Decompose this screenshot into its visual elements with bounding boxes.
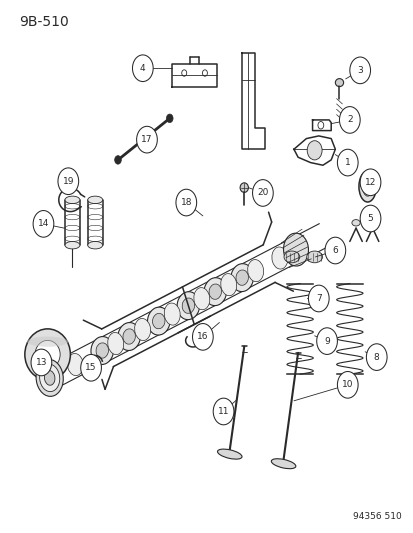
- Text: 1: 1: [344, 158, 350, 167]
- Circle shape: [359, 169, 380, 196]
- Ellipse shape: [283, 251, 299, 263]
- Ellipse shape: [271, 247, 287, 269]
- Text: 11: 11: [217, 407, 229, 416]
- Ellipse shape: [358, 171, 375, 202]
- Text: 20: 20: [256, 189, 268, 197]
- Ellipse shape: [91, 336, 113, 365]
- Circle shape: [58, 168, 78, 195]
- Circle shape: [324, 237, 345, 264]
- Text: 3: 3: [356, 66, 362, 75]
- Ellipse shape: [193, 288, 209, 310]
- Ellipse shape: [134, 318, 150, 341]
- Text: 18: 18: [180, 198, 192, 207]
- Circle shape: [359, 205, 380, 232]
- Ellipse shape: [351, 220, 359, 226]
- Text: 2: 2: [346, 116, 352, 124]
- Ellipse shape: [65, 196, 80, 204]
- Ellipse shape: [283, 233, 308, 266]
- Text: 15: 15: [85, 364, 97, 372]
- Text: 94356 510: 94356 510: [352, 512, 401, 521]
- Ellipse shape: [217, 449, 242, 459]
- Circle shape: [337, 149, 357, 176]
- Circle shape: [192, 324, 213, 350]
- Ellipse shape: [88, 241, 102, 249]
- Ellipse shape: [235, 270, 248, 285]
- Circle shape: [136, 126, 157, 153]
- Circle shape: [166, 114, 173, 123]
- Circle shape: [339, 107, 359, 133]
- Ellipse shape: [40, 364, 59, 392]
- Ellipse shape: [152, 313, 165, 329]
- Circle shape: [306, 141, 321, 160]
- Ellipse shape: [209, 284, 221, 300]
- Circle shape: [31, 349, 52, 376]
- Text: 7: 7: [315, 294, 321, 303]
- Text: 16: 16: [197, 333, 208, 341]
- Text: 4: 4: [140, 64, 145, 72]
- Circle shape: [308, 285, 328, 312]
- Circle shape: [33, 211, 54, 237]
- Ellipse shape: [204, 278, 226, 305]
- Circle shape: [81, 354, 101, 381]
- Ellipse shape: [368, 220, 376, 226]
- Ellipse shape: [118, 322, 140, 351]
- Ellipse shape: [177, 292, 199, 320]
- Text: 13: 13: [36, 358, 47, 367]
- Text: 5: 5: [367, 214, 373, 223]
- Circle shape: [114, 156, 121, 164]
- Ellipse shape: [36, 359, 63, 397]
- Text: 9B-510: 9B-510: [19, 15, 68, 29]
- Ellipse shape: [27, 336, 68, 347]
- Ellipse shape: [147, 307, 170, 335]
- Ellipse shape: [123, 329, 135, 344]
- Text: 10: 10: [341, 381, 353, 389]
- Circle shape: [176, 189, 196, 216]
- Ellipse shape: [335, 78, 343, 86]
- Circle shape: [252, 180, 273, 206]
- Ellipse shape: [240, 183, 248, 192]
- Text: 17: 17: [141, 135, 152, 144]
- Text: 8: 8: [373, 353, 379, 361]
- Text: 14: 14: [38, 220, 49, 228]
- Ellipse shape: [220, 273, 236, 296]
- Ellipse shape: [247, 260, 263, 281]
- Ellipse shape: [25, 329, 70, 380]
- Ellipse shape: [230, 264, 253, 292]
- Circle shape: [132, 55, 153, 82]
- Ellipse shape: [182, 298, 194, 313]
- Text: 6: 6: [332, 246, 337, 255]
- Ellipse shape: [96, 343, 108, 358]
- Text: 12: 12: [364, 178, 375, 187]
- Ellipse shape: [271, 459, 295, 469]
- Circle shape: [349, 57, 370, 84]
- Circle shape: [337, 372, 357, 398]
- Circle shape: [213, 398, 233, 425]
- Circle shape: [316, 328, 337, 354]
- Ellipse shape: [35, 341, 60, 368]
- Text: 9: 9: [323, 337, 329, 345]
- Ellipse shape: [88, 196, 102, 204]
- Circle shape: [366, 344, 386, 370]
- Ellipse shape: [362, 177, 372, 196]
- Text: 19: 19: [62, 177, 74, 185]
- Ellipse shape: [67, 353, 83, 376]
- Ellipse shape: [107, 333, 123, 354]
- Ellipse shape: [65, 241, 80, 249]
- Ellipse shape: [164, 303, 180, 325]
- Ellipse shape: [306, 251, 322, 263]
- Ellipse shape: [44, 370, 55, 385]
